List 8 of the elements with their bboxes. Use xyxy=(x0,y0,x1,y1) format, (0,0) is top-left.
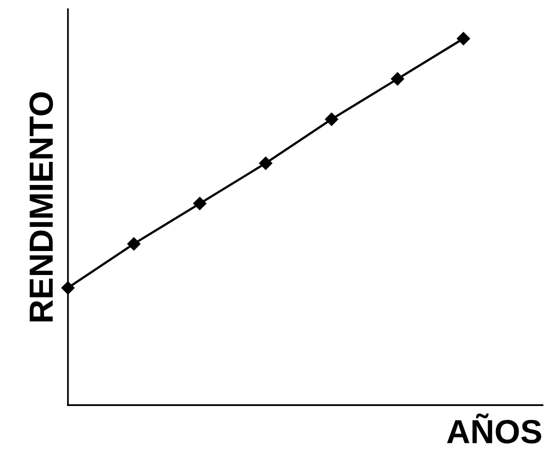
point xyxy=(456,32,470,46)
point xyxy=(390,72,404,86)
y-axis-title: RENDIMIENTO xyxy=(29,92,54,322)
point xyxy=(193,196,206,210)
x-axis-title: AÑOS xyxy=(447,414,542,444)
point xyxy=(127,237,140,250)
point xyxy=(259,156,272,170)
point xyxy=(325,112,338,126)
